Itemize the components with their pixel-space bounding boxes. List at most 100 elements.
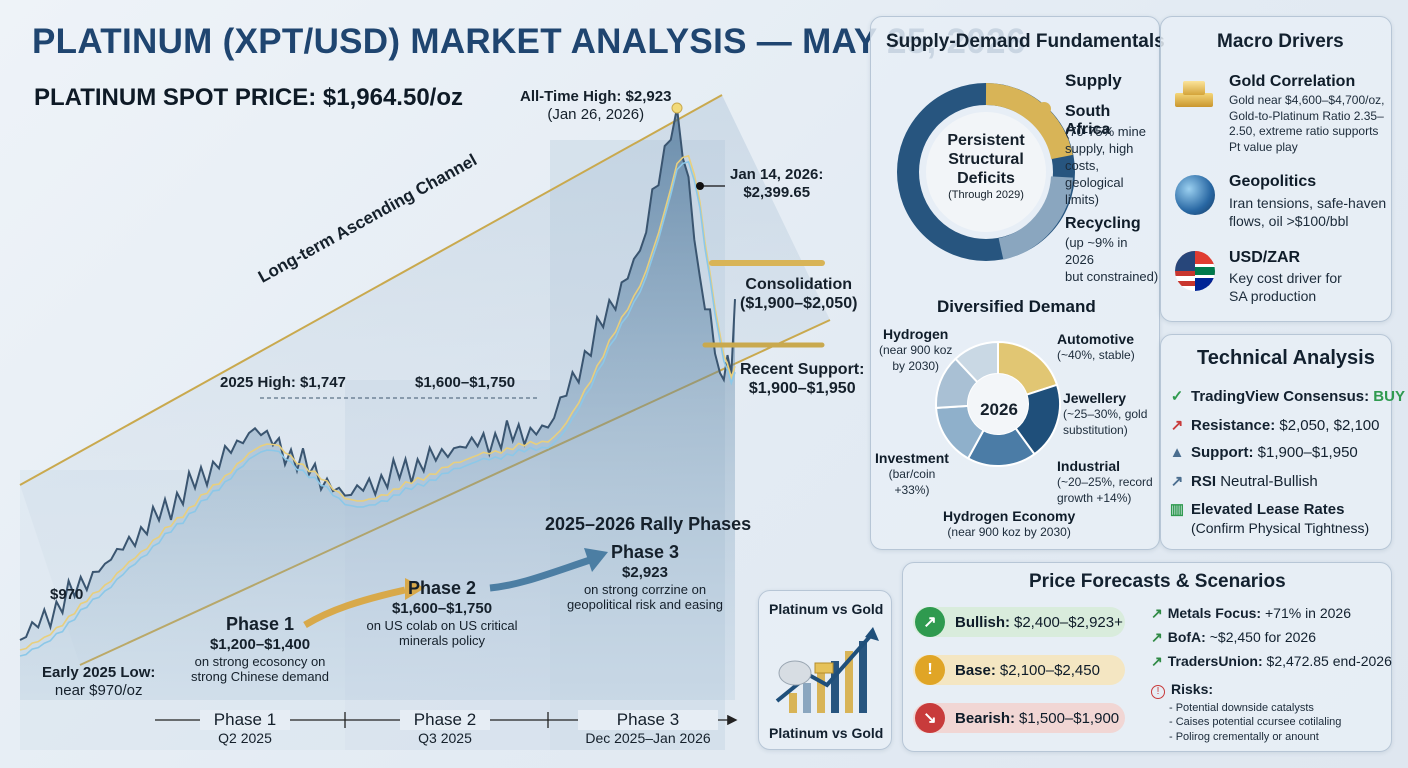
trend-up-icon: ↗ — [1170, 417, 1184, 434]
pvg-bar-6 — [859, 641, 867, 713]
sa-desc-2: supply, high — [1065, 140, 1134, 156]
phase2-desc1: on US colab on US critical — [366, 617, 518, 633]
donut-center-label: 2026 — [980, 400, 1018, 419]
usdzar-desc-1: Key cost driver for — [1229, 270, 1342, 286]
gold-bars-icon — [1173, 75, 1213, 115]
recycling-icon — [1035, 216, 1049, 230]
early-low-line1: Early 2025 Low: — [42, 664, 156, 681]
demand-automotive-desc1: (~40%, stable) — [1057, 348, 1135, 363]
supply-ring-center — [926, 112, 1046, 232]
demand-investment: Investment (bar/coin +33%) — [875, 449, 949, 498]
timeline-phase2-name: Phase 2 — [400, 710, 490, 731]
demand-industrial-desc1: (~20–25%, record — [1057, 475, 1153, 490]
timeline-phase1: Phase 1 Q2 2025 — [200, 710, 290, 747]
bofa-trend-icon: ↗ — [1151, 629, 1163, 645]
globe-icon — [1175, 175, 1215, 215]
range-2025-label: $1,600–$1,750 — [415, 374, 516, 391]
support-label: Support: — [1191, 444, 1254, 461]
phase3-desc2: geopolitical risk and easing — [566, 597, 724, 613]
demand-automotive-label: Automotive — [1057, 331, 1134, 347]
platinum-nugget-icon — [778, 660, 812, 686]
demand-jewellery-desc2: substitution) — [1063, 422, 1128, 437]
usdzar-desc-2: SA production — [1229, 288, 1317, 305]
demand-industrial-desc2: growth +14%) — [1057, 490, 1132, 505]
sa-desc: (70-75% mine supply, high costs, geologi… — [1065, 124, 1159, 208]
donut-center — [968, 374, 1028, 434]
geo-desc-1: Iran tensions, safe-haven — [1229, 195, 1387, 211]
sa-title: South Africa — [1065, 103, 1111, 138]
demand-hydrogen-desc2: by 2030) — [892, 358, 940, 373]
consensus-value: BUY — [1373, 388, 1405, 405]
ath-label-line2: (Jan 26, 2026) — [547, 106, 645, 123]
technical-title: Technical Analysis — [1197, 347, 1375, 369]
risk-alert-icon: ! — [1151, 685, 1165, 699]
timeline-phase1-name: Phase 1 — [200, 710, 290, 731]
phase3-desc1: on strong corrzine on — [583, 581, 707, 597]
consensus-label: TradingView Consensus: — [1191, 388, 1370, 405]
gold-desc-1: Gold near $4,600–$4,700/oz, — [1229, 93, 1385, 107]
pvg-title: Platinum vs Gold — [769, 601, 884, 617]
timeline-phase2-period: Q3 2025 — [418, 730, 472, 747]
timeline-phase1-period: Q2 2025 — [218, 730, 272, 747]
bearish-value: $1,500–$1,900 — [1019, 709, 1120, 727]
jan14-label: Jan 14, 2026: $2,399.65 — [730, 166, 823, 202]
bearish-scenario: ↘ Bearish: $1,500–$1,900 — [913, 703, 1125, 733]
pvg-arrow-head — [865, 627, 879, 641]
rsi-value: Neutral-Bullish — [1220, 473, 1318, 490]
demand-jewellery-label: Jewellery — [1063, 390, 1127, 406]
ath-label-line1: All-Time High: $2,923 — [520, 88, 672, 105]
bar-chart-icon: ▥ — [1169, 501, 1185, 518]
base-alert-icon: ! — [915, 655, 945, 685]
tradersunion-row: ↗ TradersUnion: $2,472.85 end-2026 — [1151, 653, 1392, 670]
check-icon: ✓ — [1170, 388, 1184, 405]
phases-heading: 2025–2026 Rally Phases — [545, 514, 752, 534]
metals-value: +71% in 2026 — [1264, 605, 1352, 621]
supply-center-text: Persistent Structural Deficits (Through … — [927, 131, 1045, 202]
early-low-label: Early 2025 Low: near $970/oz — [42, 664, 155, 700]
rsi-icon: ↗ — [1170, 473, 1184, 490]
geopolitics-desc: Iran tensions, safe-haven flows, oil >$1… — [1229, 194, 1386, 230]
platinum-vs-gold-panel: Platinum vs Gold Platinum vs Gold — [758, 590, 892, 750]
base-label: Base: — [955, 661, 996, 679]
spot-price: PLATINUM SPOT PRICE: $1,964.50/oz — [34, 84, 463, 111]
phase3-name: Phase 3 — [610, 542, 680, 562]
consolidation-label: Consolidation ($1,900–$2,050) — [740, 275, 857, 313]
metals-focus-row: ↗ Metals Focus: +71% in 2026 — [1151, 605, 1351, 622]
recent-support-label: Recent Support: $1,900–$1,950 — [740, 360, 864, 398]
recycling-title: Recycling — [1065, 215, 1141, 232]
tu-trend-icon: ↗ — [1151, 653, 1163, 669]
gold-correlation-title: Gold Correlation — [1229, 73, 1356, 90]
resistance-value: $2,050, $2,100 — [1279, 417, 1380, 434]
start-price-label: $970 — [50, 586, 84, 603]
bofa-label: BofA: — [1167, 629, 1206, 645]
risks-list: - Potential downside catalysts - Caises … — [1169, 701, 1341, 744]
gold-correlation-desc: Gold near $4,600–$4,700/oz, Gold-to-Plat… — [1229, 93, 1384, 155]
risk-item-1: - Potential downside catalysts — [1169, 702, 1314, 714]
demand-jewellery-desc1: (~25–30%, gold — [1063, 407, 1148, 422]
support-icon: ▲ — [1169, 444, 1185, 461]
gold-desc-4: Pt value play — [1229, 139, 1298, 154]
geo-desc-2: flows, oil >$100/bbl — [1229, 213, 1349, 230]
page-title: PLATINUM (XPT/USD) MARKET ANALYSIS — MAY… — [32, 22, 1026, 61]
bullish-value: $2,400–$2,923+ — [1014, 613, 1123, 631]
gold-desc-2: Gold-to-Platinum Ratio 2.35– — [1229, 108, 1384, 123]
phase1-arrow-head — [405, 578, 425, 600]
ath-marker — [671, 102, 683, 114]
forecasts-title: Price Forecasts & Scenarios — [1029, 571, 1286, 592]
center-line3: Deficits — [957, 170, 1015, 188]
tu-label: TradersUnion: — [1167, 653, 1263, 669]
base-scenario: ! Base: $2,100–$2,450 — [913, 655, 1125, 685]
demand-hydrogen-label: Hydrogen — [883, 326, 949, 342]
demand-automotive: Automotive (~40%, stable) — [1057, 330, 1135, 364]
supply-ring-gold — [985, 83, 1073, 160]
demand-industrial: Industrial (~20–25%, record growth +14%) — [1057, 457, 1153, 506]
bofa-row: ↗ BofA: ~$2,450 for 2026 — [1151, 629, 1316, 646]
macro-drivers-panel: Macro Drivers Gold Correlation Gold near… — [1160, 16, 1392, 322]
early-low-line2: near $970/oz — [54, 682, 143, 699]
center-line1: Persistent — [947, 132, 1025, 149]
support-row: ▲ Support: $1,900–$1,950 — [1169, 444, 1358, 461]
series-group — [19, 107, 736, 700]
tu-value: $2,472.85 end-2026 — [1266, 653, 1392, 669]
bofa-value: ~$2,450 for 2026 — [1209, 629, 1316, 645]
usd-zar-title: USD/ZAR — [1229, 249, 1301, 266]
